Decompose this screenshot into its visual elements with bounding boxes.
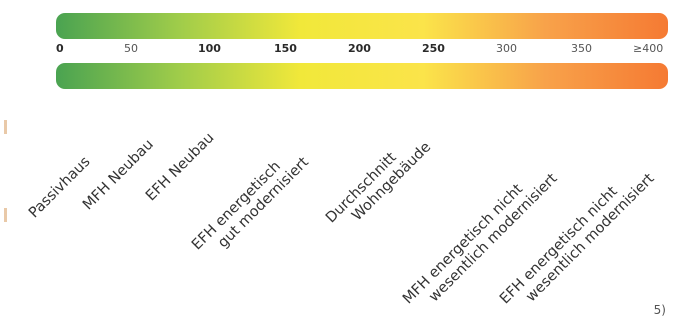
tick-label: 300 [496, 42, 517, 55]
tick-label: 200 [348, 42, 371, 55]
left-edge-mark [4, 208, 7, 222]
left-edge-mark [4, 120, 7, 134]
category-efh-gut-modernisiert: EFH energetisch gut modernisiert [189, 142, 313, 266]
energy-scale: 0 50 100 150 200 250 300 350 ≥400 [56, 13, 668, 89]
category-durchschnitt-wohngebaeude: Durchschnitt Wohngebäude [323, 127, 435, 239]
category-label-line2: gut modernisiert [215, 154, 312, 252]
footnote-marker: 5) [653, 303, 666, 317]
tick-label: 100 [198, 42, 221, 55]
energy-gradient-bar-bottom [56, 63, 668, 89]
category-mfh-neubau: MFH Neubau [80, 137, 158, 215]
tick-label: 50 [124, 42, 138, 55]
category-efh-neubau: EFH Neubau [143, 130, 218, 205]
tick-label: 150 [274, 42, 297, 55]
energy-gradient-bar-top [56, 13, 668, 39]
scale-ticks: 0 50 100 150 200 250 300 350 ≥400 [56, 42, 668, 58]
category-passivhaus: Passivhaus [26, 154, 94, 222]
category-label: MFH Neubau [80, 136, 157, 214]
tick-label: 250 [422, 42, 445, 55]
tick-label: 0 [56, 42, 64, 55]
category-label: EFH Neubau [143, 129, 218, 205]
tick-label: ≥400 [633, 42, 664, 55]
tick-label: 350 [571, 42, 592, 55]
category-label: Passivhaus [26, 153, 94, 222]
